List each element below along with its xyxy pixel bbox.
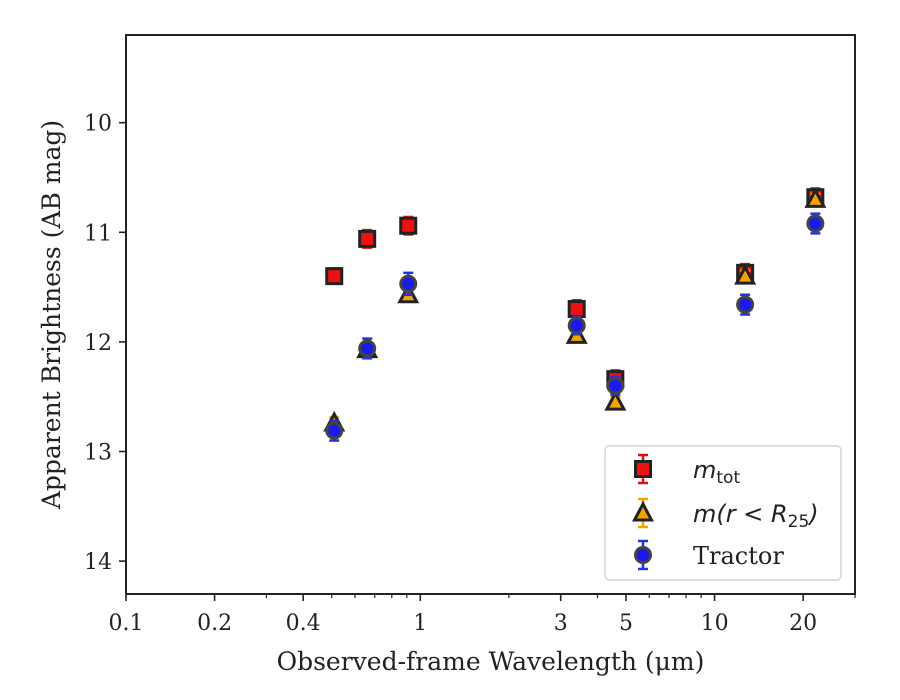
y-tick-label: 11: [84, 221, 112, 246]
y-tick-label: 13: [84, 441, 112, 466]
series-circle: [325, 212, 825, 442]
legend-label: m(r < R25): [693, 500, 819, 532]
legend-marker: [632, 500, 654, 522]
legend: mtot m(r < R25) Tractor: [604, 445, 842, 581]
x-tick-label: 5: [619, 611, 633, 636]
data-point: [736, 295, 755, 314]
data-point: [399, 216, 418, 235]
plot-frame: [125, 34, 856, 595]
x-tick-label: 0.2: [197, 611, 232, 636]
y-tick-label: 14: [84, 550, 112, 575]
y-tick-label: 10: [84, 112, 112, 137]
x-tick-label: 3: [554, 611, 568, 636]
data-point: [734, 263, 757, 285]
x-axis-label: Observed-frame Wavelength (μm): [277, 647, 705, 676]
legend-marker: [634, 546, 652, 564]
legend-marker: [634, 460, 652, 478]
data-point: [806, 214, 825, 233]
x-tick-label: 0.1: [109, 611, 144, 636]
x-tick-label: 1: [413, 611, 427, 636]
x-tick-label: 20: [789, 611, 817, 636]
x-tick-label: 0.4: [286, 611, 321, 636]
data-point: [358, 339, 377, 358]
data-point: [567, 300, 586, 319]
y-axis-label: Apparent Brightness (AB mag): [37, 120, 66, 510]
x-tick-label: 10: [701, 611, 729, 636]
legend-label: Tractor: [693, 542, 784, 570]
y-tick-label: 12: [84, 331, 112, 356]
data-point: [325, 421, 344, 440]
legend-box: [604, 445, 842, 581]
data-point: [804, 187, 827, 208]
data-point: [606, 376, 625, 395]
data-point: [567, 316, 586, 335]
data-point: [325, 267, 344, 286]
data-point: [399, 274, 418, 293]
data-point: [604, 389, 627, 411]
legend-label: mtot: [693, 456, 740, 488]
data-marks: [323, 187, 827, 442]
data-point: [358, 229, 377, 248]
